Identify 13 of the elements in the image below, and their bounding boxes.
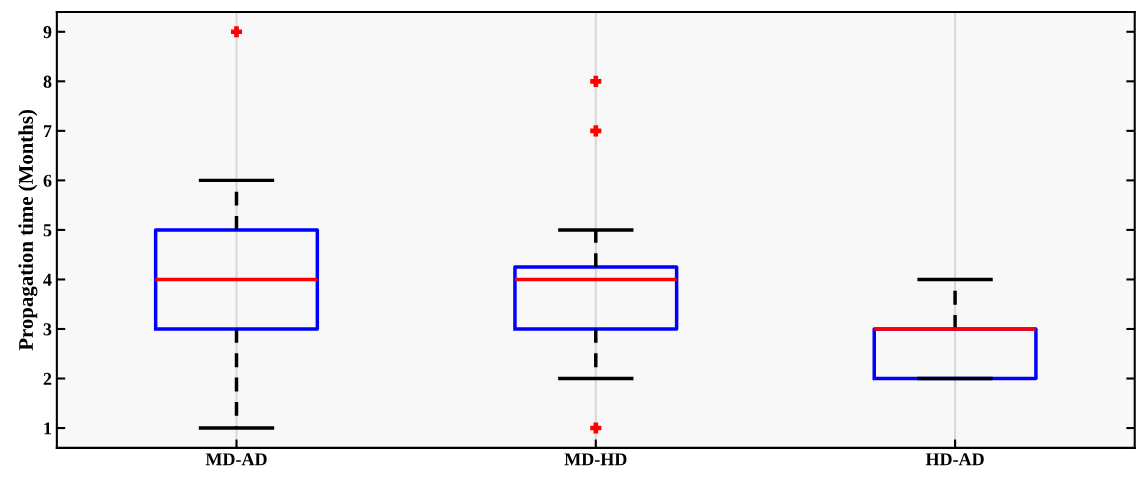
x-tick-label: MD-AD xyxy=(205,453,267,466)
y-axis-title: Propagation time (Months) xyxy=(18,110,38,351)
y-tick-label: 9 xyxy=(43,26,52,39)
x-tick-label: HD-AD xyxy=(925,453,984,466)
y-tick-label: 6 xyxy=(43,174,52,187)
y-tick-label: 1 xyxy=(44,422,52,435)
y-tick-label: 5 xyxy=(43,224,52,237)
y-tick-label: 8 xyxy=(43,75,52,88)
y-tick-label: 7 xyxy=(43,125,52,138)
y-tick-label: 3 xyxy=(43,323,52,336)
x-tick-label: MD-HD xyxy=(564,453,627,466)
y-tick-label: 2 xyxy=(43,372,52,385)
y-tick-label: 4 xyxy=(43,273,52,286)
